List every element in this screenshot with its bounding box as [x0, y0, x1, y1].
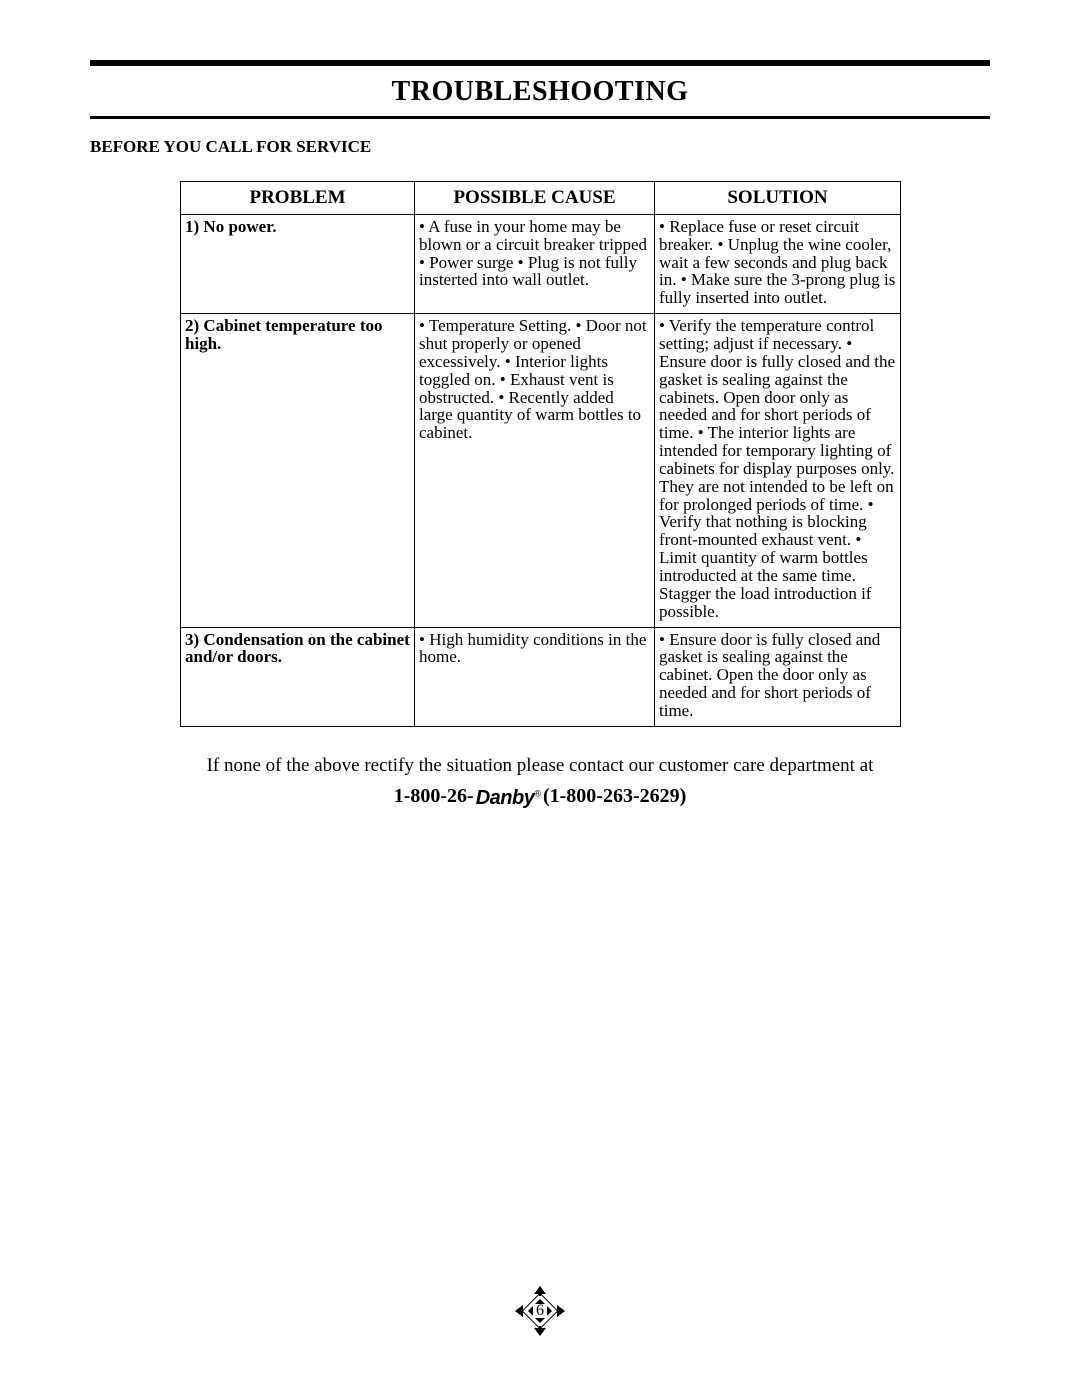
registered-mark-icon: ® [534, 788, 541, 798]
troubleshooting-table: PROBLEM POSSIBLE CAUSE SOLUTION 1) No po… [180, 181, 901, 727]
col-header-cause: POSSIBLE CAUSE [415, 182, 655, 215]
phone-line: 1-800-26-Danby®(1-800-263-2629) [90, 785, 990, 810]
page-title: TROUBLESHOOTING [90, 76, 990, 108]
col-header-solution: SOLUTION [655, 182, 901, 215]
brand-name: Danby [476, 787, 535, 809]
contact-text: If none of the above rectify the situati… [90, 755, 990, 777]
problem-cell: 2) Cabinet temperature too high. [181, 314, 415, 627]
table-row: 3) Condensation on the cabinet and/or do… [181, 627, 901, 726]
cause-cell: • Temperature Setting. • Door not shut p… [415, 314, 655, 627]
brand-logo: Danby® [476, 787, 541, 810]
problem-cell: 3) Condensation on the cabinet and/or do… [181, 627, 415, 726]
section-subhead: BEFORE YOU CALL FOR SERVICE [90, 137, 990, 157]
troubleshooting-table-wrap: PROBLEM POSSIBLE CAUSE SOLUTION 1) No po… [180, 181, 900, 727]
table-row: 2) Cabinet temperature too high. • Tempe… [181, 314, 901, 627]
page-footer: 6 [0, 1284, 1080, 1343]
page-number: 6 [513, 1284, 567, 1338]
page-number-ornament: 6 [513, 1284, 567, 1338]
problem-cell: 1) No power. [181, 214, 415, 313]
solution-cell: • Ensure door is fully closed and gasket… [655, 627, 901, 726]
cause-cell: • A fuse in your home may be blown or a … [415, 214, 655, 313]
col-header-problem: PROBLEM [181, 182, 415, 215]
solution-cell: • Replace fuse or reset circuit breaker.… [655, 214, 901, 313]
solution-cell: • Verify the temperature control setting… [655, 314, 901, 627]
title-underline [90, 116, 990, 119]
table-header-row: PROBLEM POSSIBLE CAUSE SOLUTION [181, 182, 901, 215]
phone-suffix: (1-800-263-2629) [543, 785, 686, 807]
phone-prefix: 1-800-26- [394, 785, 474, 807]
cause-cell: • High humidity conditions in the home. [415, 627, 655, 726]
manual-page: TROUBLESHOOTING BEFORE YOU CALL FOR SERV… [0, 0, 1080, 1397]
top-rule [90, 60, 990, 66]
table-row: 1) No power. • A fuse in your home may b… [181, 214, 901, 313]
